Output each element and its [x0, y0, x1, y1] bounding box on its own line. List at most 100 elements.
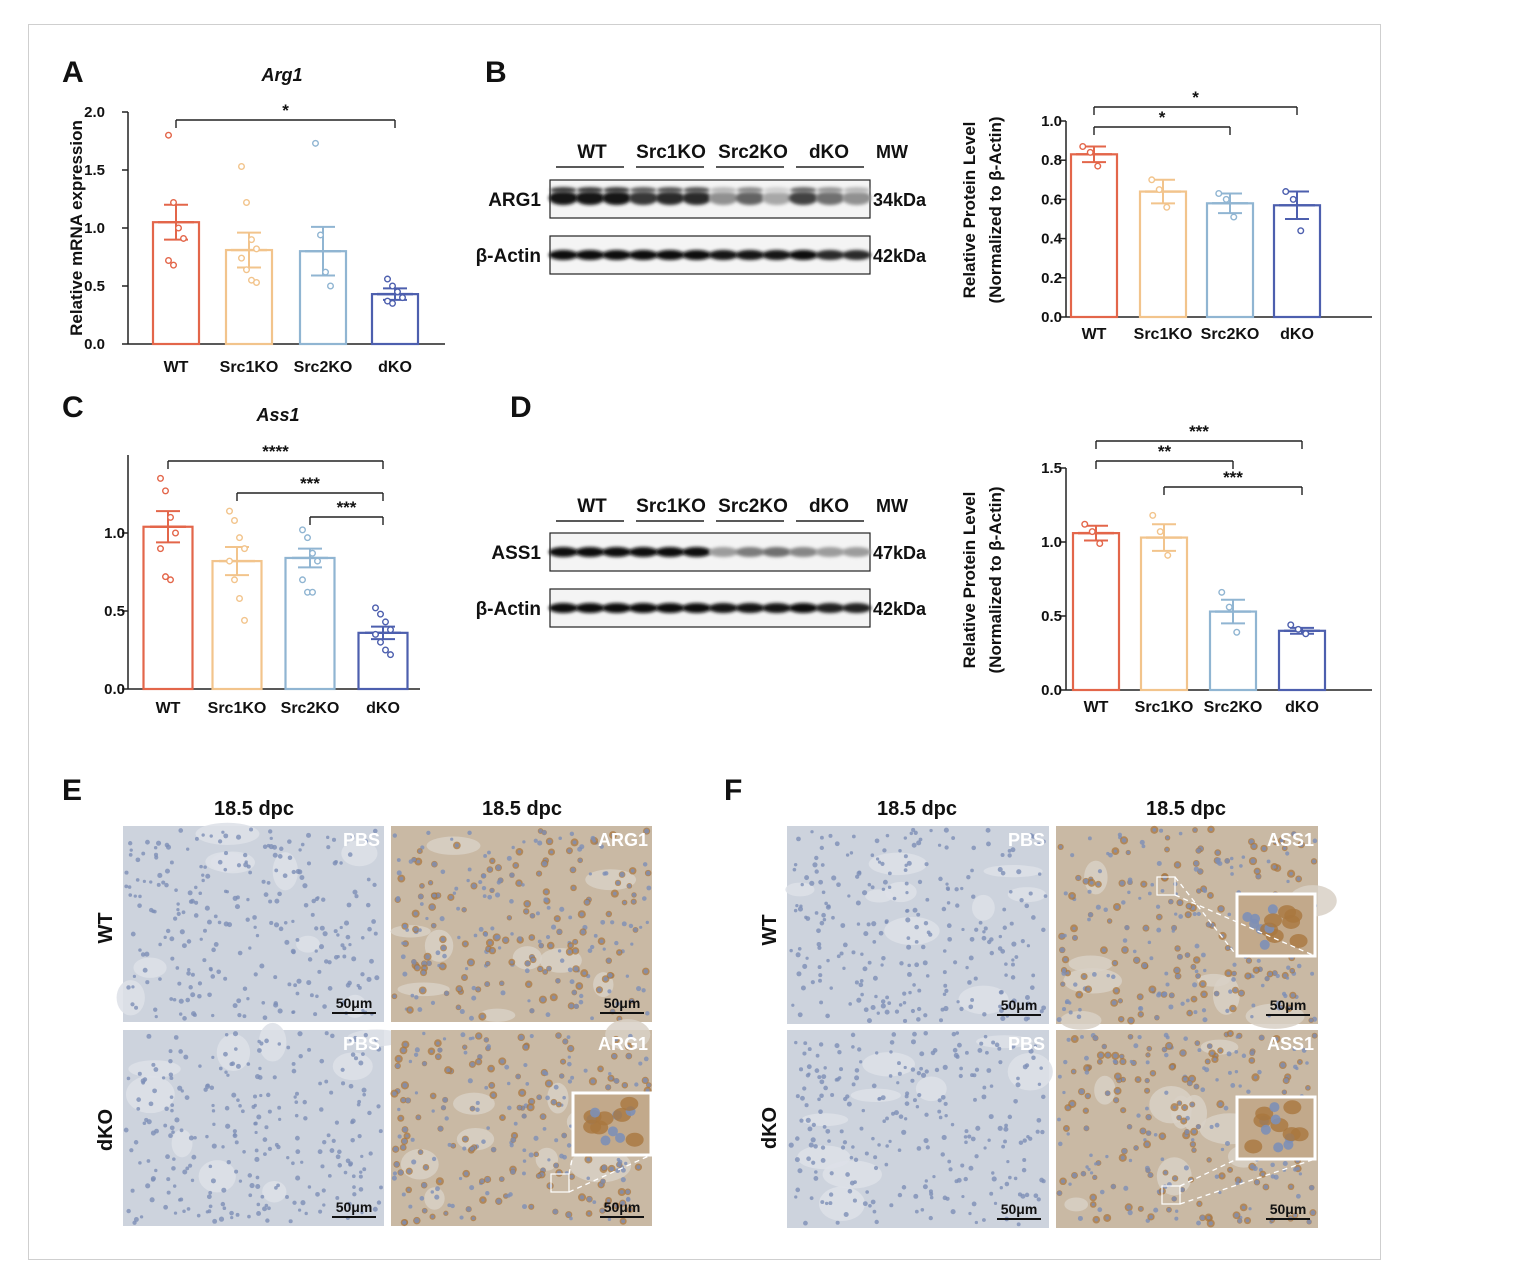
nucleus: [1235, 1035, 1239, 1039]
nucleus: [1147, 940, 1152, 945]
nucleus: [488, 940, 493, 945]
nucleus: [902, 1000, 907, 1005]
blot-band: [602, 603, 632, 613]
nucleus: [1058, 845, 1063, 849]
nucleus: [1266, 859, 1271, 864]
nucleus: [1111, 974, 1116, 980]
nucleus: [307, 957, 313, 962]
nucleus: [903, 868, 908, 872]
nucleus: [1234, 1049, 1239, 1054]
nucleus: [851, 950, 856, 955]
nucleus: [889, 1050, 893, 1054]
nucleus: [915, 1104, 920, 1109]
nucleus: [415, 965, 420, 970]
nucleus: [937, 1098, 942, 1103]
nucleus: [1037, 1082, 1042, 1086]
nucleus: [918, 837, 923, 842]
nucleus: [497, 946, 502, 950]
data-point: [242, 266, 250, 274]
nucleus: [891, 1032, 897, 1037]
nucleus: [825, 1128, 831, 1134]
nucleus: [392, 1091, 397, 1096]
y-tick-label: 0.0: [84, 336, 105, 353]
nucleus: [800, 882, 804, 887]
nucleus: [175, 966, 180, 970]
nucleus: [953, 1052, 959, 1058]
nucleus: [860, 992, 864, 997]
nucleus: [237, 950, 243, 956]
nucleus: [257, 1075, 263, 1080]
airspace: [1068, 955, 1113, 973]
nucleus: [809, 1196, 814, 1201]
nucleus: [1279, 838, 1284, 843]
nucleus: [1072, 935, 1078, 941]
nucleus: [234, 1047, 238, 1051]
nucleus: [345, 982, 351, 988]
nucleus: [263, 1152, 267, 1157]
nucleus: [609, 1166, 614, 1172]
nucleus: [324, 1031, 329, 1036]
nucleus: [1013, 1176, 1018, 1181]
nucleus: [1085, 1066, 1089, 1070]
nucleus: [156, 840, 162, 846]
airspace: [976, 1035, 1033, 1049]
data-point: [1155, 186, 1163, 194]
nucleus: [960, 1163, 965, 1168]
data-point: [1156, 528, 1164, 536]
inset-nucleus: [1270, 1114, 1281, 1125]
nucleus: [1193, 1010, 1198, 1015]
nucleus: [556, 1033, 561, 1038]
nucleus: [643, 969, 649, 974]
panel-label-a: A: [62, 56, 84, 89]
blot-band-upper: [736, 187, 764, 193]
nucleus: [1126, 1204, 1132, 1210]
data-point: [1222, 195, 1230, 203]
data-point: [1294, 625, 1302, 633]
nucleus: [604, 1203, 609, 1207]
nucleus: [954, 887, 959, 892]
nucleus: [982, 1085, 987, 1090]
nucleus: [546, 1080, 552, 1087]
nucleus: [1113, 849, 1118, 853]
nucleus: [1225, 1008, 1230, 1013]
nucleus: [1218, 1048, 1223, 1053]
nucleus: [478, 926, 484, 932]
nucleus: [131, 985, 135, 989]
nucleus: [287, 982, 292, 987]
nucleus: [293, 1095, 297, 1099]
nucleus: [442, 953, 447, 959]
nucleus: [600, 1178, 606, 1184]
nucleus: [1200, 982, 1205, 986]
mw-header: MW: [876, 496, 908, 516]
nucleus: [224, 1032, 229, 1037]
nucleus: [205, 873, 211, 879]
nucleus: [314, 896, 319, 902]
nucleus: [579, 993, 584, 999]
nucleus: [806, 1064, 812, 1070]
nucleus: [341, 1081, 346, 1086]
nucleus: [527, 999, 531, 1003]
nucleus: [817, 945, 822, 950]
nucleus: [942, 992, 947, 997]
data-point: [225, 507, 233, 515]
nucleus: [993, 1201, 998, 1205]
nucleus: [1087, 889, 1092, 894]
nucleus: [263, 892, 269, 898]
nucleus: [983, 1146, 987, 1150]
blot-band: [682, 250, 712, 260]
nucleus: [1160, 1157, 1165, 1162]
nucleus: [1249, 1058, 1254, 1063]
nucleus: [490, 926, 495, 931]
nucleus: [1084, 1125, 1089, 1131]
blot-band-upper: [843, 187, 871, 193]
nucleus: [223, 851, 229, 856]
nucleus: [153, 852, 159, 857]
nucleus: [617, 1017, 622, 1021]
nucleus: [1224, 858, 1230, 864]
nucleus: [420, 988, 426, 993]
molecular-weight-label: 42kDa: [873, 599, 927, 619]
scale-bar-label: 50μm: [604, 1199, 641, 1215]
nucleus: [510, 960, 514, 964]
nucleus: [1306, 1086, 1310, 1090]
data-point: [1086, 148, 1094, 156]
